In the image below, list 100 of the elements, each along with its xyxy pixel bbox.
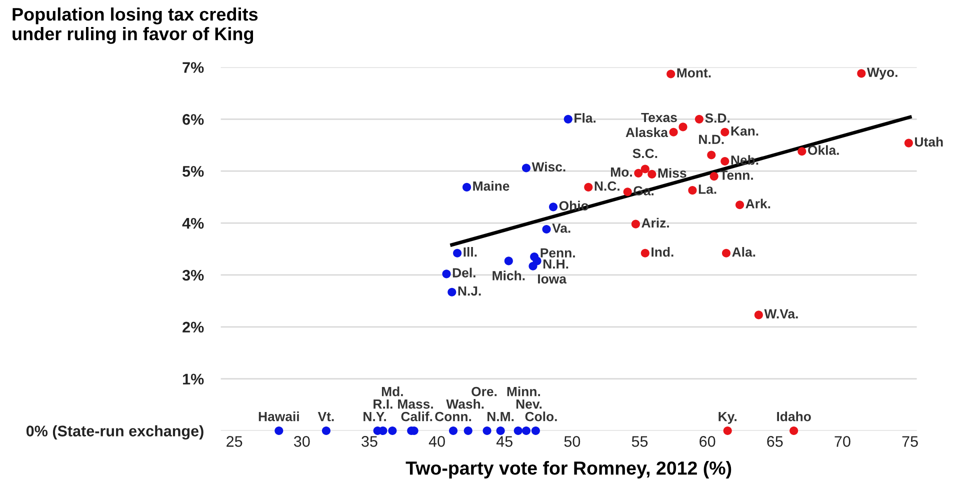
point	[504, 256, 513, 266]
y-tick-label: 6%	[182, 114, 204, 125]
annotation: N.Y.	[364, 412, 386, 422]
annotation: Colo.	[525, 412, 557, 422]
annotation: Mass.	[398, 400, 433, 409]
point	[666, 70, 676, 78]
y-tick-label: 4%	[182, 218, 204, 229]
point	[857, 69, 866, 78]
chart-title: Population losing tax credits under ruling in favor of King	[12, 7, 258, 44]
annotation: N.C.	[594, 181, 620, 191]
point	[584, 182, 593, 192]
point	[634, 168, 643, 178]
point	[631, 220, 640, 228]
annotation: Okla.	[808, 145, 839, 155]
annotation: Va.	[552, 224, 570, 233]
annotation: Texas	[641, 112, 677, 122]
annotation: Wisc.	[532, 162, 566, 172]
x-axis-title: Two-party vote for Romney, 2012 (%)	[406, 460, 732, 478]
point	[790, 426, 798, 436]
annotation: Mo.	[611, 168, 632, 177]
annotation: Conn.	[435, 412, 472, 422]
annotation: Vt.	[318, 412, 334, 422]
annotation: Ill.	[464, 247, 477, 257]
point	[528, 262, 538, 270]
point	[640, 248, 650, 258]
annotation: Md.	[382, 386, 403, 396]
point	[723, 426, 732, 436]
annotation: Minn.	[507, 386, 540, 396]
annotation: Ala.	[732, 247, 756, 257]
point	[531, 426, 540, 436]
point	[442, 270, 451, 278]
x-tick-label: 55	[632, 436, 648, 447]
annotation: N.J.	[458, 286, 481, 296]
annotation: La.	[698, 184, 716, 194]
annotation: Iowa	[538, 274, 567, 284]
x-tick-label: 35	[362, 436, 378, 447]
annotation: Ky.	[718, 412, 736, 424]
annotation: Ohio	[559, 200, 588, 210]
point	[274, 426, 284, 436]
annotation: N.M.	[488, 412, 514, 422]
y-tick-label: 5%	[182, 166, 204, 177]
x-tick-label: 65	[767, 436, 783, 447]
point	[688, 186, 697, 195]
annotation: Tenn.	[720, 170, 753, 180]
annotation: S.D.	[705, 113, 730, 123]
point	[707, 150, 716, 160]
point	[754, 310, 763, 320]
point	[448, 426, 458, 436]
annotation: Hawaii	[258, 412, 299, 422]
x-tick-label: 70	[834, 436, 850, 447]
point	[522, 426, 531, 436]
annotation: Nev.	[516, 400, 542, 409]
annotation: Calif.	[401, 412, 432, 422]
point	[720, 156, 730, 166]
point	[640, 164, 650, 174]
annotation: Idaho	[777, 412, 811, 422]
annotation: W.Va.	[764, 309, 798, 318]
y-tick-label: 1%	[183, 374, 204, 384]
annotation: N.H.	[543, 259, 568, 269]
point	[496, 426, 505, 436]
point	[735, 200, 744, 210]
annotation: Ore.	[472, 386, 497, 396]
annotation: Ariz.	[642, 218, 669, 228]
annotation: Wash.	[446, 399, 484, 409]
point	[542, 224, 551, 234]
point	[904, 138, 913, 148]
point	[722, 248, 731, 258]
annotation: Penn.	[540, 248, 575, 258]
annotation: Miss	[658, 168, 686, 178]
point	[694, 114, 704, 124]
point	[482, 426, 492, 436]
annotation: Kan.	[731, 126, 758, 136]
annotation: Mont.	[677, 68, 711, 78]
point	[448, 288, 456, 296]
annotation: Utah	[915, 136, 943, 147]
point	[678, 122, 688, 132]
annotation: Wyo.	[866, 68, 898, 80]
annotation: Ind.	[652, 247, 674, 257]
point	[522, 164, 531, 172]
annotation: Mich.	[492, 270, 525, 280]
point	[464, 426, 472, 436]
point	[564, 114, 572, 124]
point	[710, 172, 718, 181]
annotation: Alaska	[626, 127, 668, 138]
x-tick-label: 60	[700, 436, 716, 447]
annotation: S.C.	[632, 148, 658, 158]
point	[453, 248, 462, 258]
annotation: Fla.	[574, 113, 596, 123]
x-tick-label: 75	[902, 436, 918, 447]
annotation: N.D.	[699, 134, 724, 144]
point	[388, 426, 397, 436]
point	[548, 202, 558, 212]
point	[669, 128, 678, 136]
point	[462, 182, 472, 192]
x-tick-label: 45	[496, 436, 512, 447]
annotation: Maine	[473, 181, 510, 191]
y-tick-label: 7%	[182, 62, 204, 73]
y-tick-label: 3%	[182, 270, 204, 281]
x-tick-label: 30	[294, 436, 310, 447]
point	[623, 188, 632, 196]
